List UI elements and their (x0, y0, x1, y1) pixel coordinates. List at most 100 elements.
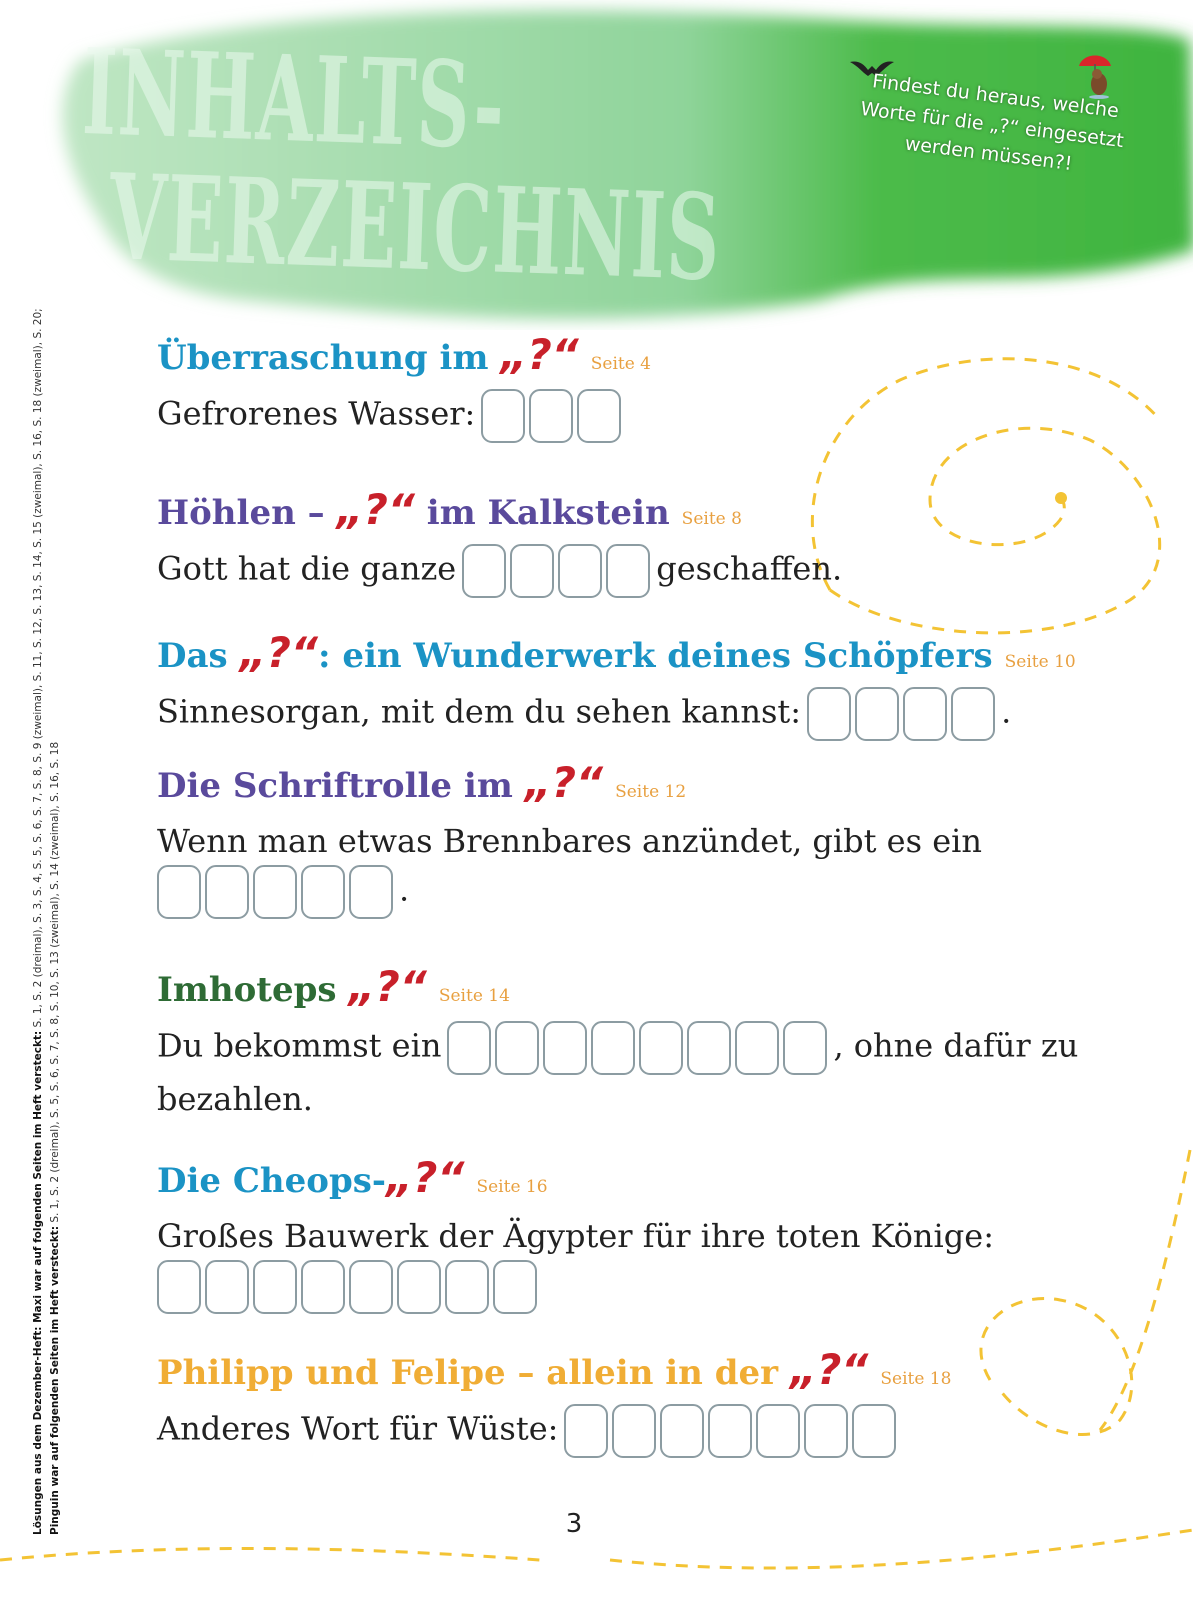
toc-entry: Überraschung im „?“ Seite 4 Gefrorenes Was… (157, 330, 1157, 443)
letter-box[interactable] (205, 865, 249, 919)
page-number: 3 (565, 1509, 583, 1539)
question-text: Sinnesorgan, mit dem du sehen kannst: (157, 692, 802, 731)
question-mark-placeholder: „?“ (348, 962, 427, 1011)
entry-title: Die Schriftrolle im „?“ Seite 12 (157, 758, 1157, 807)
question-text: Du bekommst ein (157, 1026, 442, 1065)
riddle-question: Gefrorenes Wasser: (157, 389, 1157, 443)
letter-box[interactable] (951, 687, 996, 741)
title-text: Höhlen – (157, 493, 337, 533)
letter-box[interactable] (735, 1021, 780, 1075)
letter-box[interactable] (639, 1021, 684, 1075)
answer-boxes (462, 544, 651, 598)
letter-box[interactable] (495, 1021, 540, 1075)
letter-box[interactable] (708, 1404, 753, 1458)
bat-icon (850, 61, 894, 76)
letter-box[interactable] (687, 1021, 732, 1075)
letter-box[interactable] (606, 544, 651, 598)
answer-boxes (481, 389, 622, 443)
letter-box[interactable] (660, 1404, 705, 1458)
question-text: . (1001, 692, 1012, 731)
letter-box[interactable] (612, 1404, 657, 1458)
page-reference: Seite 16 (476, 1177, 548, 1197)
green-watercolor-background (62, 10, 1193, 319)
letter-box[interactable] (558, 544, 603, 598)
toc-entry: Höhlen – „?“ im Kalkstein Seite 8 Gott hat… (157, 485, 1157, 598)
letter-box[interactable] (349, 1260, 393, 1314)
letter-box[interactable] (591, 1021, 636, 1075)
toc-entry: Imhoteps „?“ Seite 14 Du bekommst ein, ohn… (157, 962, 1157, 1123)
letter-box[interactable] (157, 865, 201, 919)
toc-entry: Philipp und Felipe – allein in der „?“ Se… (157, 1345, 1157, 1458)
answer-boxes (447, 1021, 828, 1075)
letter-box[interactable] (447, 1021, 492, 1075)
answer-boxes (157, 865, 393, 919)
answer-boxes (564, 1404, 897, 1458)
question-text: Gefrorenes Wasser: (157, 394, 476, 433)
letter-box[interactable] (852, 1404, 897, 1458)
question-text: . (399, 870, 410, 909)
letter-box[interactable] (253, 865, 297, 919)
riddle-question: Sinnesorgan, mit dem du sehen kannst:. (157, 687, 1157, 741)
title-text: Die Cheops- (157, 1161, 386, 1201)
letter-box[interactable] (301, 865, 345, 919)
title-text: im Kalkstein (414, 493, 670, 533)
answer-boxes (157, 1260, 537, 1314)
page-reference: Seite 8 (681, 509, 742, 529)
question-text: Wenn man etwas Brennbares anzündet, gibt… (157, 822, 982, 860)
riddle-question: Anderes Wort für Wüste: (157, 1404, 1157, 1458)
title-text: : ein Wunderwerk deines Schöpfers (317, 636, 993, 676)
question-mark-placeholder: „?“ (524, 758, 604, 807)
riddle-question: Großes Bauwerk der Ägypter für ihre tote… (157, 1212, 1157, 1314)
letter-box[interactable] (783, 1021, 828, 1075)
question-text: Gott hat die ganze (157, 549, 457, 588)
letter-box[interactable] (493, 1260, 537, 1314)
page-reference: Seite 12 (615, 782, 687, 802)
riddle-question: Du bekommst ein, ohne dafür zu bezahlen. (157, 1021, 1157, 1123)
title-text: Die Schriftrolle im (157, 766, 525, 806)
question-text: Großes Bauwerk der Ägypter für ihre tote… (157, 1217, 994, 1255)
page-reference: Seite 18 (880, 1369, 952, 1389)
page-reference: Seite 10 (1004, 652, 1076, 672)
letter-box[interactable] (205, 1260, 249, 1314)
page-reference: Seite 4 (590, 354, 651, 374)
letter-box[interactable] (445, 1260, 489, 1314)
entry-title: Höhlen – „?“ im Kalkstein Seite 8 (157, 485, 1157, 534)
page-reference: Seite 14 (438, 986, 510, 1006)
entry-title: Überraschung im „?“ Seite 4 (157, 330, 1157, 379)
letter-box[interactable] (804, 1404, 849, 1458)
letter-box[interactable] (481, 389, 526, 443)
letter-box[interactable] (510, 544, 555, 598)
question-text: geschaffen. (656, 549, 843, 588)
letter-box[interactable] (529, 389, 574, 443)
letter-box[interactable] (577, 389, 622, 443)
letter-box[interactable] (855, 687, 900, 741)
letter-box[interactable] (756, 1404, 801, 1458)
question-text: Anderes Wort für Wüste: (157, 1409, 559, 1448)
entry-title: Philipp und Felipe – allein in der „?“ Se… (157, 1345, 1157, 1394)
title-text: Überraschung im (157, 338, 501, 378)
letter-box[interactable] (807, 687, 852, 741)
letter-box[interactable] (903, 687, 948, 741)
entry-title: Imhoteps „?“ Seite 14 (157, 962, 1157, 1011)
letter-box[interactable] (397, 1260, 441, 1314)
mouse-with-umbrella-icon (1079, 55, 1111, 99)
letter-box[interactable] (253, 1260, 297, 1314)
toc-entry: Das „?“: ein Wunderwerk deines Schöpfers… (157, 628, 1157, 741)
letter-box[interactable] (301, 1260, 345, 1314)
question-mark-placeholder: „?“ (386, 1153, 465, 1202)
answer-boxes (807, 687, 996, 741)
letter-box[interactable] (462, 544, 507, 598)
letter-box[interactable] (543, 1021, 588, 1075)
question-mark-placeholder: „?“ (239, 628, 318, 677)
letter-box[interactable] (564, 1404, 609, 1458)
entry-title: Die Cheops-„?“ Seite 16 (157, 1153, 1157, 1202)
entry-title: Das „?“: ein Wunderwerk deines Schöpfers… (157, 628, 1157, 677)
title-text: Das (157, 636, 240, 676)
toc-entry: Die Cheops-„?“ Seite 16 Großes Bauwerk der… (157, 1153, 1157, 1314)
question-mark-placeholder: „?“ (336, 485, 415, 534)
title-text: Philipp und Felipe – allein in der (157, 1353, 790, 1393)
letter-box[interactable] (157, 1260, 201, 1314)
letter-box[interactable] (349, 865, 393, 919)
question-text: , ohne dafür zu bezahlen. (157, 1026, 1079, 1119)
